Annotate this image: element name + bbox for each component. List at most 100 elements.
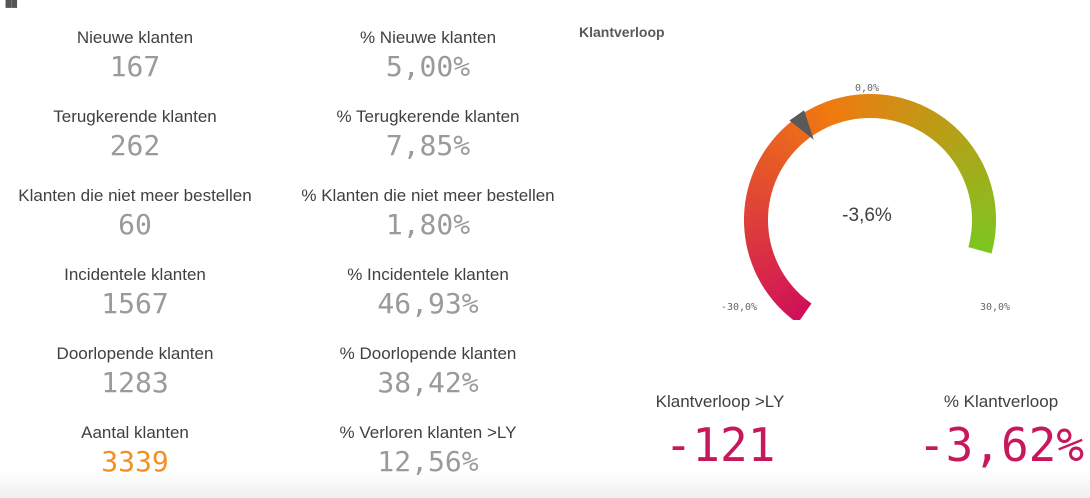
gauge-title: Klantverloop <box>579 24 665 40</box>
kpi-label: % Klanten die niet meer bestellen <box>301 186 555 205</box>
kpi-returning-customers[interactable]: Terugkerende klanten 262 <box>15 107 255 163</box>
kpi-label: Terugkerende klanten <box>53 107 217 126</box>
kpi-label: % Klantverloop <box>943 392 1059 411</box>
gauge-arc-segment <box>833 97 847 123</box>
gauge-arc-segment <box>925 114 946 139</box>
kpi-pct-lapsed-customers[interactable]: % Klanten die niet meer bestellen 1,80% <box>293 186 563 242</box>
kpi-total-customers[interactable]: Aantal klanten 3339 <box>15 423 255 479</box>
gauge-arc-segment <box>754 163 779 180</box>
cropped-header-fragment: ▐▌ <box>0 0 40 7</box>
gauge-arc-segment <box>757 265 782 283</box>
kpi-value: -121 <box>664 418 776 472</box>
bottom-shadow <box>0 472 1090 498</box>
kpi-label: % Terugkerende klanten <box>336 107 520 126</box>
gauge-arc-segment <box>938 127 961 150</box>
gauge-arc <box>744 94 996 320</box>
gauge-arc-segment <box>956 153 981 172</box>
kpi-label: Klantverloop >LY <box>655 392 785 411</box>
gauge-arc-segment <box>747 182 773 196</box>
gauge-arc-segment <box>760 151 785 170</box>
kpi-pct-new-customers[interactable]: % Nieuwe klanten 5,00% <box>293 28 563 84</box>
gauge-arc-segment <box>749 176 775 191</box>
kpi-label: Nieuwe klanten <box>76 28 194 47</box>
gauge-arc-segment <box>889 96 903 122</box>
gauge-arc-segment <box>911 104 928 130</box>
kpi-ongoing-customers[interactable]: Doorlopende klanten 1283 <box>15 344 255 400</box>
kpi-pct-churn[interactable]: % Klantverloop -3,62% <box>914 392 1088 472</box>
gauge-arc-segment <box>776 130 799 152</box>
gauge-arc-segment <box>934 122 956 146</box>
kpi-new-customers[interactable]: Nieuwe klanten 167 <box>15 28 255 84</box>
kpi-label: % Nieuwe klanten <box>359 28 497 47</box>
kpi-pct-incidental-customers[interactable]: % Incidentele klanten 46,93% <box>293 265 563 321</box>
gauge-center-value: -3,6% <box>842 205 892 226</box>
gauge-arc-segment <box>776 288 799 311</box>
gauge-arc-segment <box>942 131 966 154</box>
gauge-arc-segment <box>751 255 777 271</box>
gauge-arc-segment <box>953 147 978 167</box>
gauge-arc-segment <box>808 106 826 132</box>
gauge-arc-segment <box>970 229 996 241</box>
kpi-label: Incidentele klanten <box>64 265 206 284</box>
gauge-arc-segment <box>826 99 842 125</box>
gauge-arc-segment <box>747 244 773 258</box>
gauge-arc-segment <box>967 184 993 198</box>
gauge-arc-segment <box>971 218 996 227</box>
churn-gauge[interactable]: -3,6% -30,0% 30,0% 0,0% <box>700 70 1040 320</box>
gauge-arc-segment <box>959 159 984 177</box>
kpi-label: % Doorlopende klanten <box>339 344 517 363</box>
gauge-arc-segment <box>760 270 785 289</box>
gauge-arc-segment <box>791 299 812 320</box>
gauge-arc-segment <box>971 211 996 220</box>
gauge-arc-segment <box>900 99 916 125</box>
gauge-arc-segment <box>867 94 876 119</box>
gauge-arc-segment <box>916 107 934 133</box>
kpi-incidental-customers[interactable]: Incidentele klanten 1567 <box>15 265 255 321</box>
gauge-arc-segment <box>860 94 869 119</box>
gauge-arc-segment <box>771 135 795 157</box>
gauge-arc-segment <box>746 239 772 252</box>
gauge-arc-segment <box>744 202 769 213</box>
kpi-label: Doorlopende klanten <box>56 344 214 363</box>
kpi-value: 262 <box>109 129 161 162</box>
gauge-arc-segment <box>746 189 772 202</box>
gauge-arc-segment <box>905 102 922 127</box>
kpi-label: Aantal klanten <box>81 423 189 442</box>
kpi-value: -3,62% <box>917 418 1085 472</box>
kpi-value: 60 <box>118 208 152 241</box>
gauge-arc-segment <box>921 110 940 135</box>
gauge-arc-segment <box>878 94 889 120</box>
gauge-arc-segment <box>751 169 777 186</box>
gauge-arc-segment <box>744 222 769 231</box>
kpi-label: % Incidentele klanten <box>347 265 509 284</box>
gauge-arc-segment <box>786 296 808 320</box>
kpi-value: 167 <box>109 50 161 83</box>
kpi-lapsed-customers[interactable]: Klanten die niet meer bestellen 60 <box>5 186 265 242</box>
gauge-arc-segment <box>756 157 782 175</box>
gauge-arc-segment <box>754 260 780 277</box>
gauge-arc-segment <box>966 178 992 193</box>
gauge-arc-segment <box>785 121 807 145</box>
kpi-pct-ongoing-customers[interactable]: % Doorlopende klanten 38,42% <box>293 344 563 400</box>
gauge-arc-segment <box>780 125 803 148</box>
kpi-value: 38,42% <box>377 366 479 399</box>
gauge-arc-segment <box>763 275 788 295</box>
gauge-arc-segment <box>853 94 863 119</box>
gauge-arc-segment <box>767 279 792 300</box>
kpi-value: 5,00% <box>385 50 471 83</box>
kpi-churn-vs-ly[interactable]: Klantverloop >LY -121 <box>620 392 820 472</box>
kpi-value: 1567 <box>101 287 169 320</box>
gauge-arc-segment <box>772 284 795 306</box>
gauge-arc-segment <box>930 118 951 142</box>
gauge-arc-segment <box>763 145 788 166</box>
kpi-value: 46,93% <box>377 287 479 320</box>
gauge-arc-segment <box>802 109 821 134</box>
gauge-needle <box>789 110 814 140</box>
gauge-arc-segment <box>767 140 791 161</box>
gauge-arc-segment <box>745 195 770 207</box>
gauge-min-label: -30,0% <box>721 302 757 313</box>
kpi-pct-returning-customers[interactable]: % Terugkerende klanten 7,85% <box>293 107 563 163</box>
gauge-target-label: 0,0% <box>855 83 879 94</box>
kpi-pct-lost-customers[interactable]: % Verloren klanten >LY 12,56% <box>293 423 563 479</box>
gauge-arc-segment <box>969 191 995 203</box>
